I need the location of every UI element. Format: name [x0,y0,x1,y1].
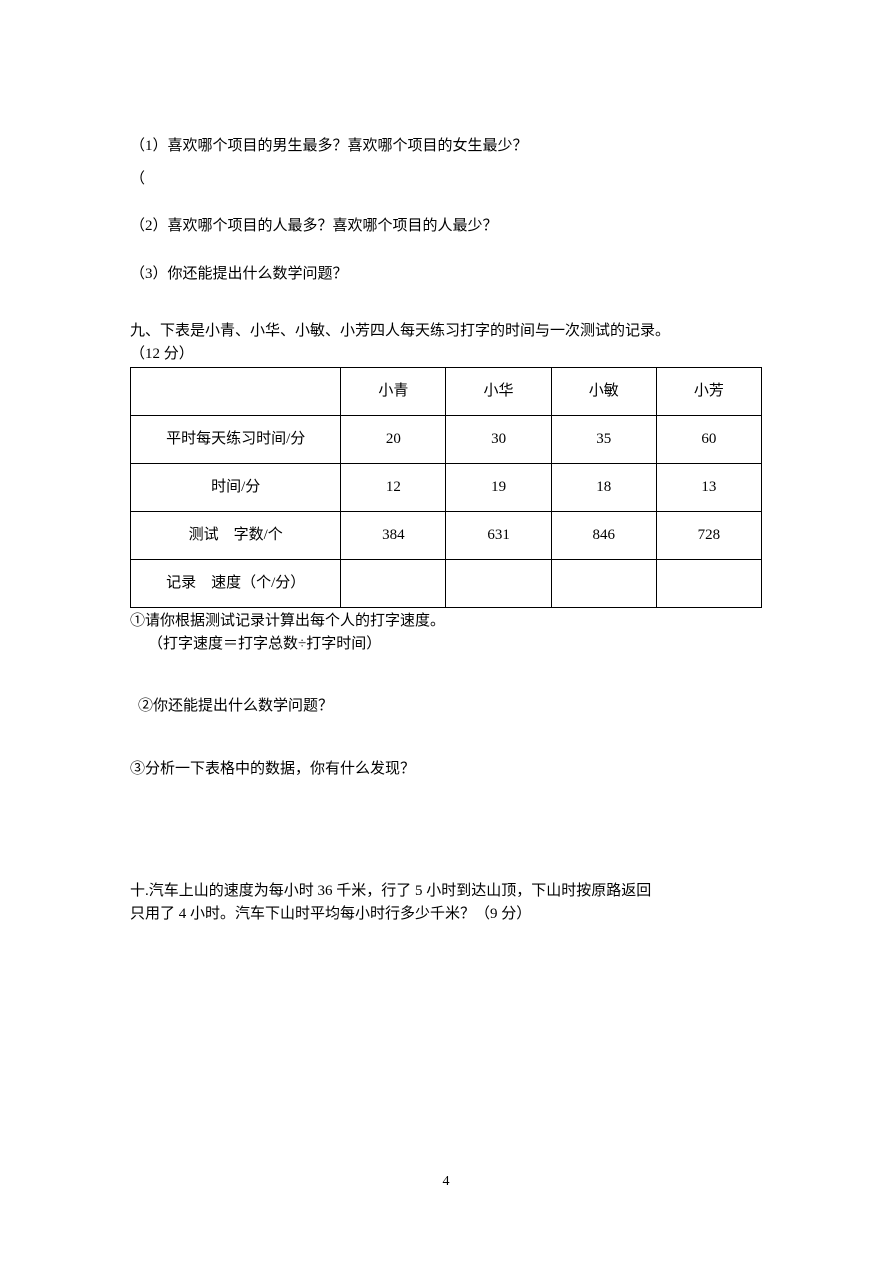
question-2-text: （2）喜欢哪个项目的人最多？喜欢哪个项目的人最少？ [130,215,762,238]
page-number: 4 [443,1171,450,1192]
section-ten-line2: 只用了 4 小时。汽车下山时平均每小时行多少千米？（9 分） [130,903,762,926]
sub-question-2: ②你还能提出什么数学问题？ [130,695,762,718]
section-nine-intro-line2: （12 分） [130,343,762,366]
table-header-cell [131,368,341,416]
table-cell-label: 平时每天练习时间/分 [131,416,341,464]
table-header-cell: 小华 [446,368,551,416]
table-cell-label: 记录 速度（个/分） [131,560,341,608]
question-3-text: （3）你还能提出什么数学问题？ [130,263,762,286]
table-cell: 60 [656,416,761,464]
table-cell: 13 [656,464,761,512]
table-header-row: 小青 小华 小敏 小芳 [131,368,762,416]
table-cell: 12 [341,464,446,512]
table-cell: 30 [446,416,551,464]
table-cell: 19 [446,464,551,512]
table-cell [341,560,446,608]
table-row: 记录 速度（个/分） [131,560,762,608]
sub-question-1-line2: （打字速度＝打字总数÷打字时间） [130,633,762,656]
table-cell-label: 测试 字数/个 [131,512,341,560]
table-cell [551,560,656,608]
table-cell [656,560,761,608]
table-cell: 35 [551,416,656,464]
question-1-paren: （ [130,168,762,191]
question-1-text: （1）喜欢哪个项目的男生最多？喜欢哪个项目的女生最少？ [130,135,762,158]
table-cell-label: 时间/分 [131,464,341,512]
table-cell: 728 [656,512,761,560]
section-ten-line1: 十.汽车上山的速度为每小时 36 千米，行了 5 小时到达山顶，下山时按原路返回 [130,880,762,903]
sub-question-3: ③分析一下表格中的数据，你有什么发现？ [130,758,762,781]
typing-practice-table: 小青 小华 小敏 小芳 平时每天练习时间/分 20 30 35 60 时间/分 … [130,367,762,608]
table-cell: 846 [551,512,656,560]
table-row: 时间/分 12 19 18 13 [131,464,762,512]
table-cell: 631 [446,512,551,560]
table-header-cell: 小青 [341,368,446,416]
table-cell: 18 [551,464,656,512]
table-cell: 20 [341,416,446,464]
section-nine-intro-line1: 九、下表是小青、小华、小敏、小芳四人每天练习打字的时间与一次测试的记录。 [130,320,762,343]
sub-question-1-line1: ①请你根据测试记录计算出每个人的打字速度。 [130,610,762,633]
table-row: 测试 字数/个 384 631 846 728 [131,512,762,560]
table-cell [446,560,551,608]
table-row: 平时每天练习时间/分 20 30 35 60 [131,416,762,464]
table-header-cell: 小敏 [551,368,656,416]
table-header-cell: 小芳 [656,368,761,416]
table-cell: 384 [341,512,446,560]
